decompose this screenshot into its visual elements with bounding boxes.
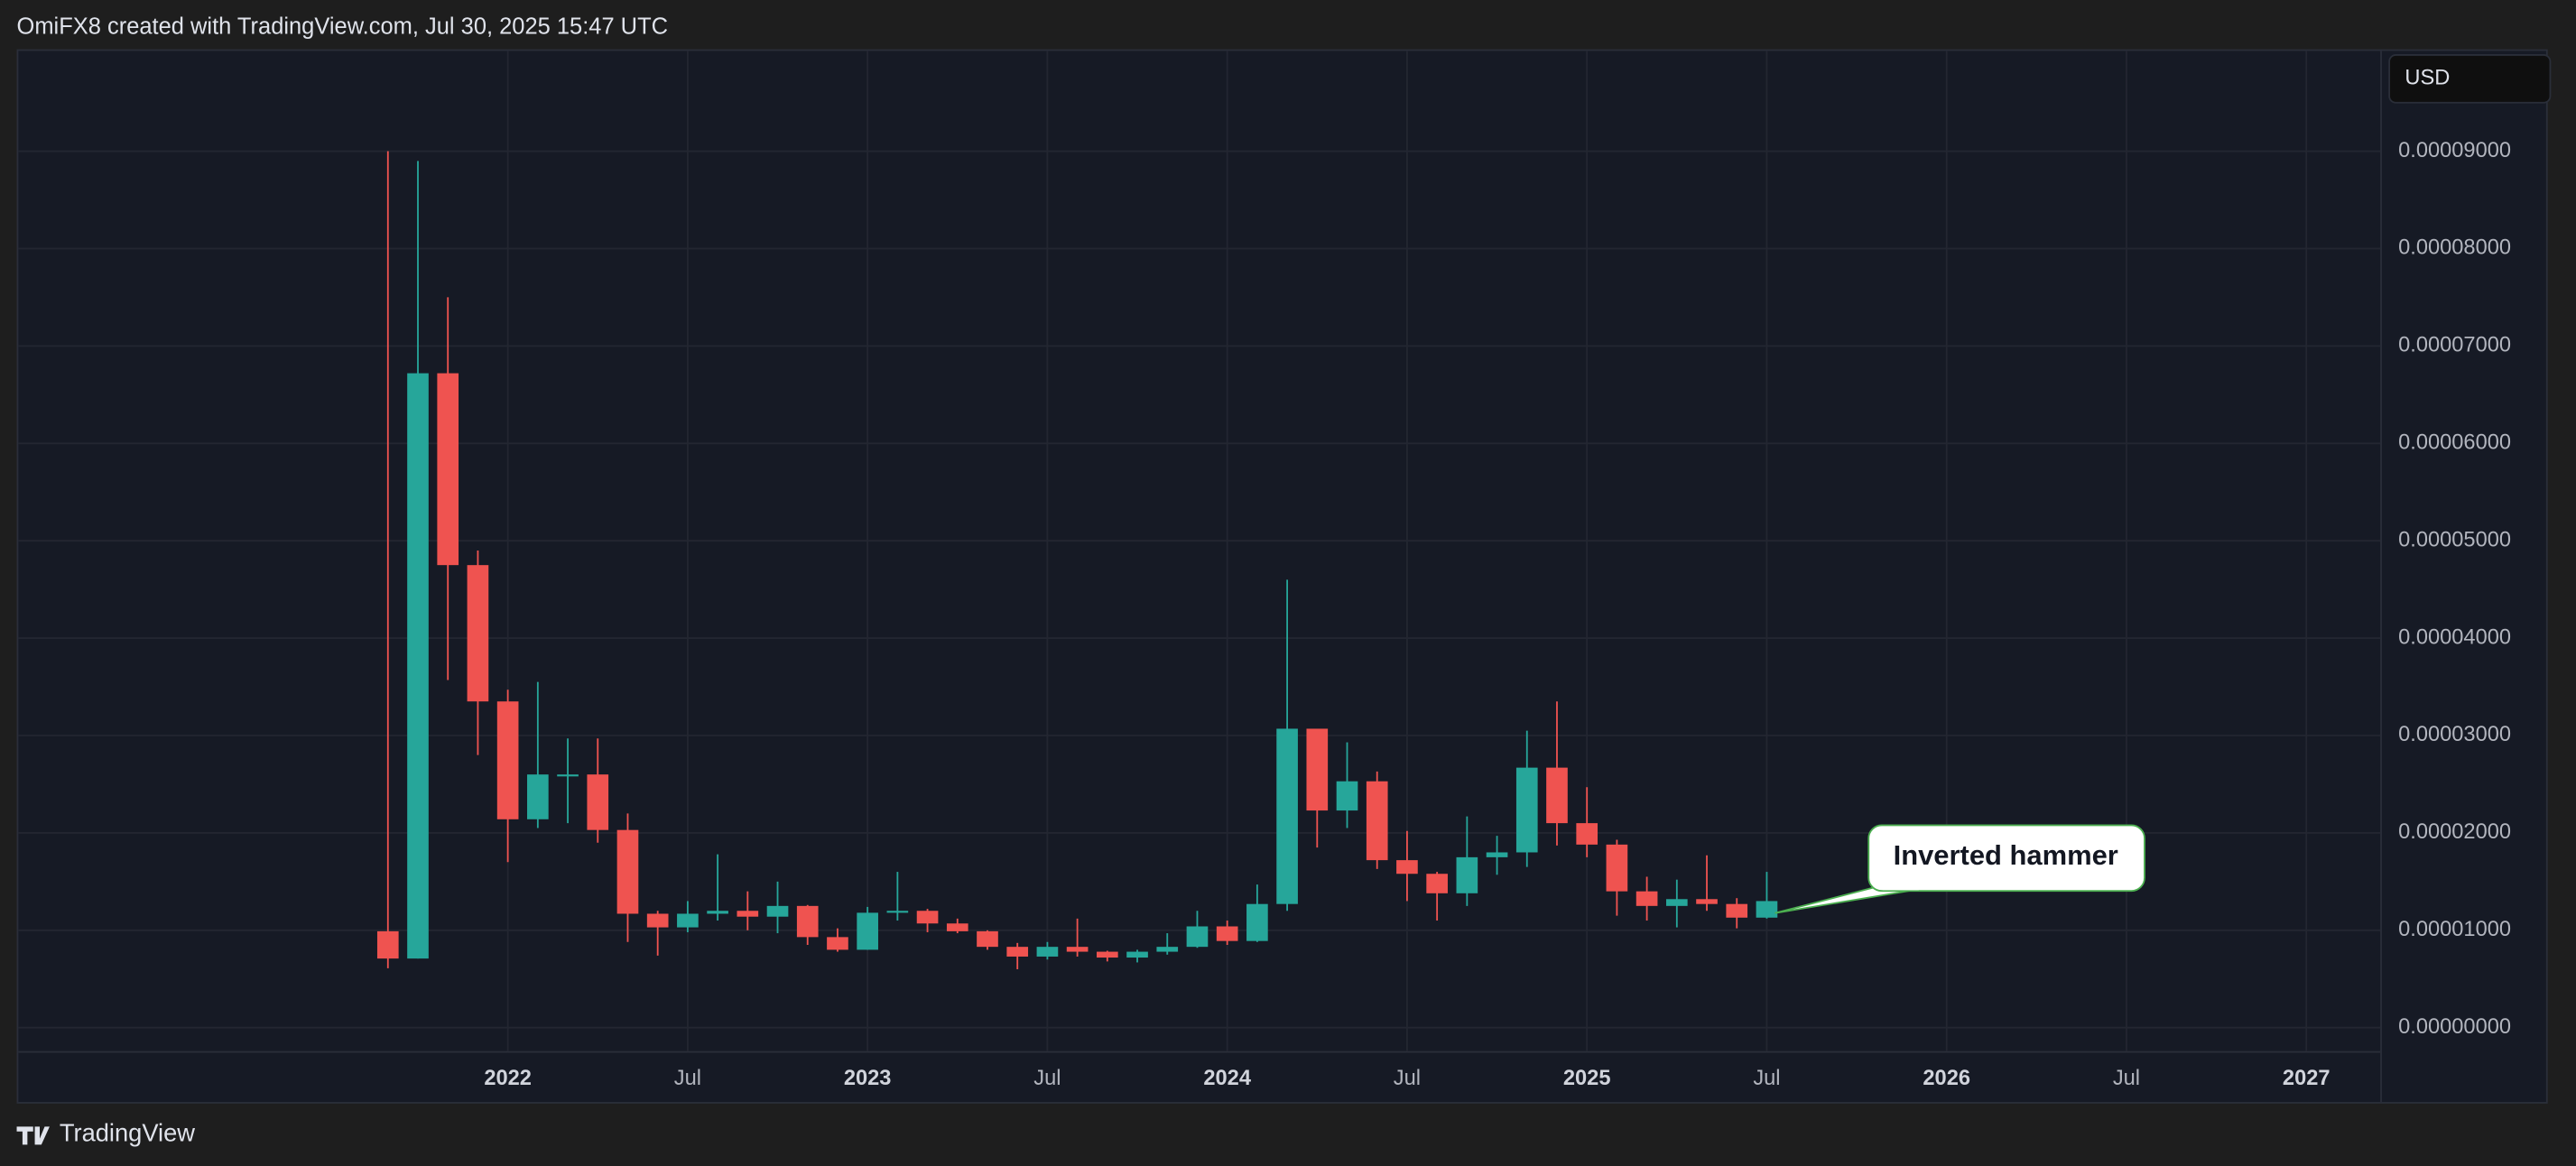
- attribution: OmiFX8 created with TradingView.com, Jul…: [17, 14, 669, 40]
- y-tick-label: 0.00005000: [2398, 528, 2511, 551]
- candle-body: [977, 930, 998, 948]
- candle-body: [1066, 947, 1089, 952]
- candle-body: [1665, 899, 1688, 906]
- x-tick-label: Jul: [1394, 1067, 1421, 1090]
- candle-body: [766, 905, 789, 917]
- candle-body: [376, 930, 399, 959]
- y-tick-label: 0.00006000: [2398, 431, 2511, 455]
- candle-body: [407, 373, 429, 959]
- y-tick-label: 0.00003000: [2398, 723, 2511, 746]
- candle-body: [1097, 951, 1118, 958]
- candle-body: [796, 905, 819, 938]
- candle-body: [1366, 781, 1388, 861]
- x-tick-label: Jul: [1753, 1067, 1780, 1090]
- candle-body: [857, 912, 878, 950]
- candle-body: [1426, 874, 1448, 893]
- y-tick-label: 0.00004000: [2398, 625, 2511, 649]
- candle-body: [827, 937, 848, 950]
- brand-logo: [16, 1126, 50, 1145]
- x-tick-label: Jul: [2113, 1067, 2140, 1090]
- candle-body: [1726, 903, 1748, 918]
- candle-body: [916, 911, 939, 924]
- candle-body: [737, 911, 759, 917]
- candle-body: [1216, 926, 1238, 941]
- x-tick-label: 2027: [2283, 1067, 2330, 1090]
- currency-label: USD: [2405, 67, 2450, 90]
- callout-joint: [1882, 880, 1919, 891]
- candle-body: [1156, 947, 1179, 952]
- candle-body: [437, 373, 459, 566]
- x-tick-label: 2025: [1563, 1067, 1611, 1090]
- candle-body: [886, 911, 909, 913]
- x-tick-label: 2023: [844, 1067, 892, 1090]
- x-tick-label: 2026: [1923, 1067, 1970, 1090]
- candle-body: [677, 913, 699, 928]
- callout-text: Inverted hammer: [1894, 839, 2118, 871]
- y-tick-label: 0.00008000: [2398, 236, 2511, 260]
- x-tick-label: Jul: [1033, 1067, 1061, 1090]
- candle-body: [707, 911, 728, 914]
- currency-button[interactable]: [2388, 54, 2552, 104]
- candle-body: [1546, 767, 1568, 824]
- candle-body: [1126, 951, 1148, 958]
- x-tick-label: 2024: [1203, 1067, 1251, 1090]
- candle-body: [587, 774, 609, 830]
- candle-body: [1635, 891, 1658, 906]
- candle-body: [616, 829, 639, 914]
- candle-body: [1276, 728, 1298, 904]
- x-tick-label: Jul: [674, 1067, 701, 1090]
- candle-body: [1576, 823, 1598, 845]
- candle-body: [557, 774, 579, 777]
- candle-body: [1246, 903, 1268, 941]
- brand-name: TradingView: [60, 1119, 195, 1147]
- y-tick-label: 0.00007000: [2398, 334, 2511, 357]
- candle-body: [1036, 947, 1059, 957]
- candle-body: [1006, 947, 1029, 957]
- candle-body: [1336, 781, 1358, 811]
- candle-body: [1606, 844, 1628, 892]
- candle-body: [1186, 926, 1209, 948]
- candle-body: [1486, 852, 1508, 857]
- candle-body: [1306, 728, 1329, 811]
- candle-body: [496, 701, 519, 819]
- candle-body: [1456, 856, 1478, 893]
- candle-body: [467, 565, 489, 702]
- callout-box: [1867, 824, 2145, 893]
- candle-body: [1396, 860, 1418, 874]
- candle-body: [946, 923, 968, 931]
- y-tick-label: 0.00000000: [2398, 1015, 2511, 1039]
- candle-body: [527, 774, 549, 819]
- chart-frame: [16, 49, 2548, 1104]
- candle-body: [1515, 767, 1538, 853]
- y-tick-label: 0.00009000: [2398, 139, 2511, 162]
- y-tick-label: 0.00002000: [2398, 820, 2511, 844]
- candle-body: [1696, 899, 1718, 904]
- x-tick-label: 2022: [484, 1067, 532, 1090]
- candle-body: [1756, 901, 1778, 918]
- candle-body: [646, 913, 669, 928]
- y-tick-label: 0.00001000: [2398, 918, 2511, 941]
